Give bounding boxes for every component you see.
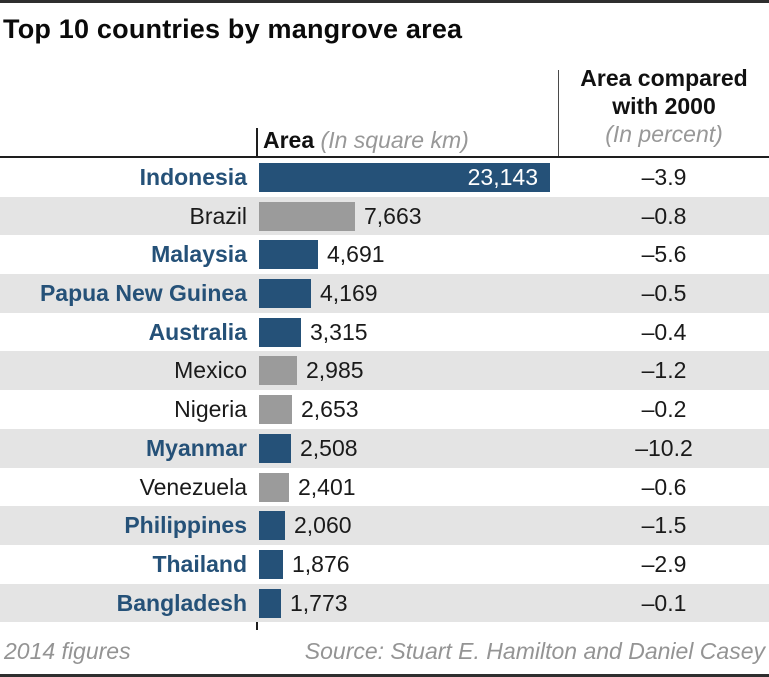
country-label: Papua New Guinea bbox=[39, 280, 247, 307]
change-value: –3.9 bbox=[641, 164, 687, 190]
area-value: 3,315 bbox=[310, 318, 368, 345]
change-value: –1.5 bbox=[641, 512, 687, 539]
area-value: 23,143 bbox=[467, 164, 538, 190]
table-row: Nigeria 2,653 –0.2 bbox=[0, 390, 769, 429]
area-value: 7,663 bbox=[364, 202, 422, 229]
table-row: Australia 3,315 –0.4 bbox=[0, 312, 769, 352]
country-label: Malaysia bbox=[151, 241, 247, 268]
area-bar bbox=[259, 240, 318, 270]
area-bar bbox=[259, 433, 291, 463]
compare-header-line2: with 2000 bbox=[612, 93, 716, 119]
table-row: Mexico 2,985 –1.2 bbox=[0, 351, 769, 391]
country-label: Bangladesh bbox=[116, 589, 247, 616]
compare-header-line1: Area compared bbox=[580, 65, 748, 91]
country-label: Myanmar bbox=[146, 434, 247, 461]
area-bar bbox=[259, 356, 297, 386]
footnote: 2014 figures bbox=[4, 638, 131, 664]
change-value: –0.5 bbox=[641, 280, 687, 307]
change-value: –0.4 bbox=[641, 318, 687, 345]
area-value: 2,985 bbox=[306, 357, 364, 384]
country-rows: Indonesia 23,143 –3.9 Brazil 7,663 –0.8 … bbox=[0, 158, 769, 623]
country-label: Philippines bbox=[124, 512, 247, 539]
area-value: 4,169 bbox=[320, 280, 378, 307]
change-value: –0.1 bbox=[641, 589, 687, 616]
table-row: Thailand 1,876 –2.9 bbox=[0, 544, 769, 584]
area-header-label: Area bbox=[263, 127, 315, 153]
change-value: –0.2 bbox=[641, 396, 687, 423]
area-bar bbox=[259, 279, 311, 309]
area-value: 1,876 bbox=[292, 550, 350, 577]
area-header-unit: (In square km) bbox=[320, 127, 469, 153]
area-value: 1,773 bbox=[290, 589, 348, 616]
country-label: Venezuela bbox=[139, 473, 247, 500]
area-value: 2,653 bbox=[301, 396, 359, 423]
area-bar bbox=[259, 163, 550, 192]
table-row: Papua New Guinea 4,169 –0.5 bbox=[0, 274, 769, 313]
country-label: Indonesia bbox=[139, 164, 247, 190]
area-value: 2,508 bbox=[300, 434, 358, 461]
area-value: 4,691 bbox=[327, 241, 385, 268]
area-value: 2,060 bbox=[294, 512, 352, 539]
area-bar bbox=[259, 511, 285, 541]
table-row: Indonesia 23,143 –3.9 bbox=[0, 158, 769, 197]
area-bar bbox=[259, 395, 292, 425]
country-label: Nigeria bbox=[174, 396, 247, 423]
table-row: Malaysia 4,691 –5.6 bbox=[0, 235, 769, 275]
table-row: Venezuela 2,401 –0.6 bbox=[0, 467, 769, 507]
area-bar bbox=[259, 317, 301, 347]
area-value: 2,401 bbox=[298, 473, 356, 500]
change-value: –1.2 bbox=[641, 357, 687, 384]
top-border bbox=[0, 0, 769, 3]
header-separator-line bbox=[0, 156, 769, 158]
table-row: Myanmar 2,508 –10.2 bbox=[0, 428, 769, 468]
compare-column-header: Area compared with 2000 (In percent) bbox=[561, 64, 767, 148]
country-label: Thailand bbox=[152, 550, 247, 577]
area-bar bbox=[259, 549, 283, 579]
change-value: –5.6 bbox=[641, 241, 687, 268]
area-bar bbox=[259, 588, 281, 618]
area-column-header: Area (In square km) bbox=[263, 127, 553, 155]
source-credit: Source: Stuart E. Hamilton and Daniel Ca… bbox=[304, 638, 765, 664]
compare-header-unit: (In percent) bbox=[605, 121, 723, 147]
table-row: Brazil 7,663 –0.8 bbox=[0, 196, 769, 236]
change-value: –2.9 bbox=[641, 550, 687, 577]
area-bar bbox=[259, 472, 289, 502]
change-value: –0.6 bbox=[641, 473, 687, 500]
area-bar bbox=[259, 201, 355, 231]
country-label: Brazil bbox=[189, 202, 247, 229]
change-value: –10.2 bbox=[635, 434, 693, 461]
bottom-border bbox=[0, 674, 769, 677]
country-label: Australia bbox=[148, 318, 247, 345]
table-row: Bangladesh 1,773 –0.1 bbox=[0, 583, 769, 623]
page-title: Top 10 countries by mangrove area bbox=[3, 14, 463, 44]
country-label: Mexico bbox=[174, 357, 247, 384]
table-row: Philippines 2,060 –1.5 bbox=[0, 506, 769, 545]
change-value: –0.8 bbox=[641, 202, 687, 229]
